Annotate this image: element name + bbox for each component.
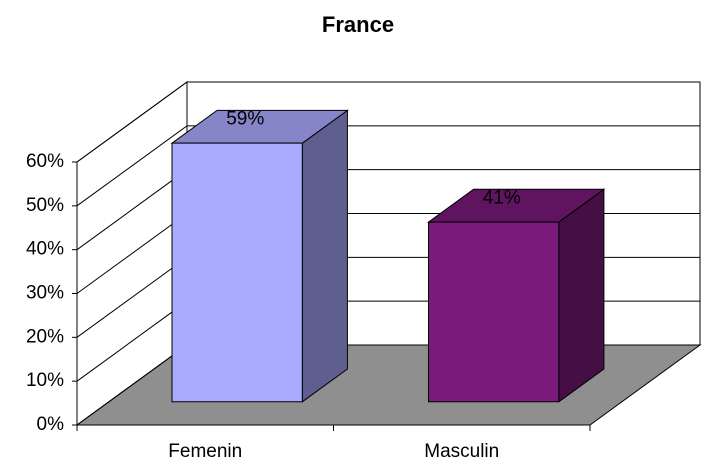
y-tick-label: 40%: [26, 239, 64, 260]
x-tick-label: Femenin: [168, 441, 242, 462]
y-tick-label: 60%: [26, 151, 64, 172]
bar-side: [301, 109, 348, 403]
y-tick-label: 50%: [26, 195, 64, 216]
grid-line: [76, 81, 700, 163]
value-label: 41%: [483, 187, 521, 208]
y-tick-label: 0%: [37, 414, 65, 435]
grid-line: [76, 125, 700, 207]
y-tick-label: 20%: [26, 326, 64, 347]
bar-side: [558, 188, 605, 403]
y-tick-label: 30%: [26, 283, 64, 304]
y-tick-label: 10%: [26, 370, 64, 391]
chart-title: France: [322, 12, 394, 37]
bar-front: [171, 142, 303, 403]
bar-front: [427, 221, 560, 403]
x-tick-label: Masculin: [424, 441, 499, 462]
value-label: 59%: [226, 108, 264, 129]
